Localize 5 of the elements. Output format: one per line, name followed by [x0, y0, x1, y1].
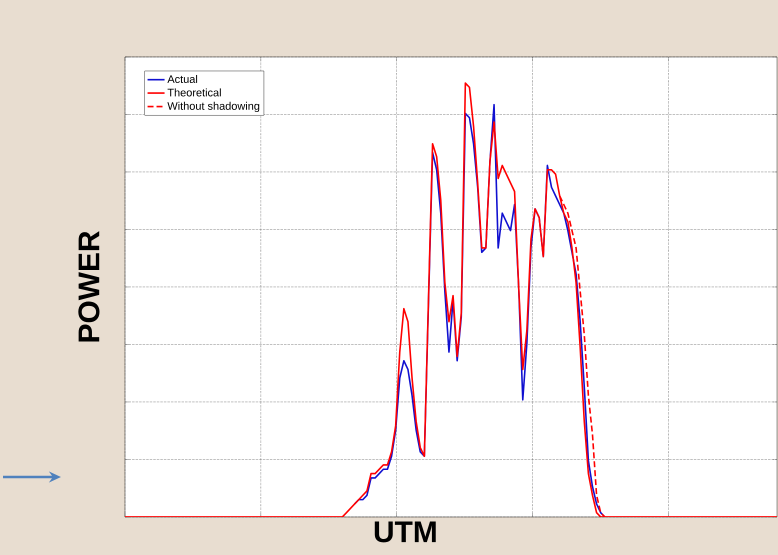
- x-axis-title: UTM: [374, 522, 436, 542]
- legend-label: Actual: [167, 74, 198, 84]
- legend-label: Theoretical: [168, 88, 221, 96]
- legend-label: Without shadowing: [167, 102, 260, 112]
- y-axis-title: POWER: [78, 231, 100, 342]
